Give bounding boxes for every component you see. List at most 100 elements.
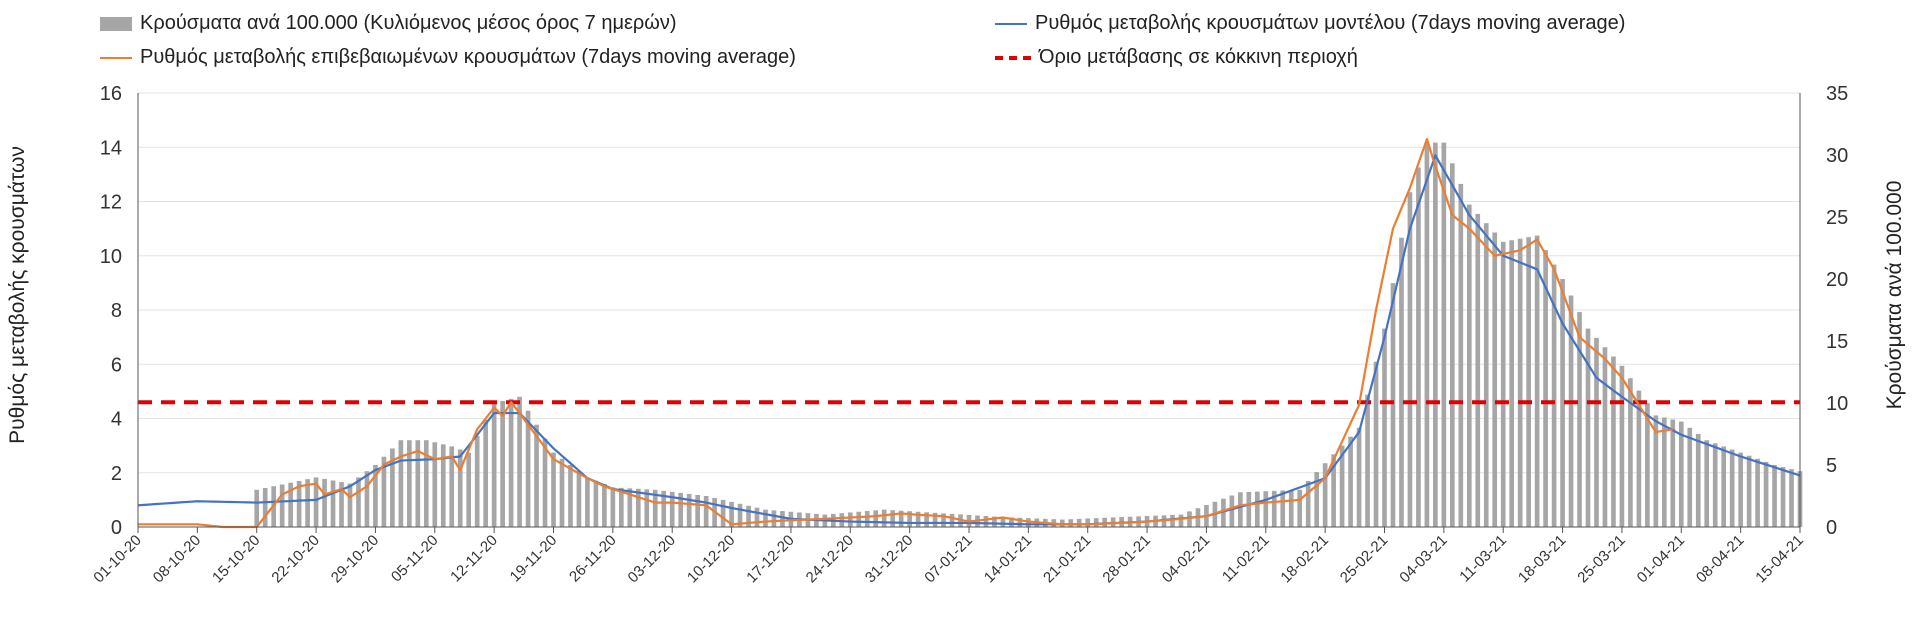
bar-day-170 (1577, 312, 1582, 527)
bar-day-137 (1297, 489, 1303, 527)
left-tick-label: 0 (111, 517, 122, 539)
bar-day-192 (1763, 461, 1769, 527)
x-tick-label: 04-03-21 (1396, 532, 1450, 586)
bar-day-183 (1687, 427, 1693, 527)
legend-item-observed-line: Ρυθμός μεταβολής επιβεβαιωμένων κρουσμάτ… (100, 46, 796, 69)
bar-day-22 (322, 478, 327, 527)
bar-day-87 (873, 510, 879, 527)
x-tick-label: 08-04-21 (1693, 532, 1747, 586)
bar-day-189 (1738, 452, 1743, 527)
x-tick-label: 01-10-20 (90, 532, 144, 586)
x-tick-label: 24-12-20 (803, 532, 857, 586)
bar-day-151 (1416, 167, 1421, 527)
bar-day-184 (1695, 434, 1701, 527)
bar-day-64 (678, 492, 684, 527)
bar-day-138 (1305, 480, 1311, 527)
bar-day-62 (661, 490, 667, 527)
bar-day-28 (373, 465, 378, 527)
bar-day-29 (381, 456, 387, 527)
bar-day-46 (525, 410, 531, 527)
x-tick-label: 29-10-20 (328, 532, 382, 586)
bar-day-84 (847, 512, 853, 527)
bar-day-146 (1373, 361, 1379, 527)
bar-day-171 (1585, 328, 1591, 527)
x-tick-label: 01-04-21 (1634, 532, 1688, 586)
bar-day-14 (254, 489, 260, 527)
bar-day-23 (330, 480, 336, 527)
bar-day-144 (1356, 427, 1362, 527)
bar-day-17 (279, 484, 285, 527)
x-tick-label: 25-03-21 (1574, 532, 1628, 586)
x-tick-label: 19-11-20 (507, 532, 561, 586)
legend-swatch-red-dash (995, 55, 1031, 60)
bar-day-124 (1187, 511, 1192, 527)
bar-day-63 (669, 491, 675, 527)
bar-day-190 (1746, 455, 1752, 527)
bar-day-52 (576, 471, 582, 527)
bar-day-129 (1229, 495, 1235, 527)
right-tick-label: 20 (1826, 269, 1848, 291)
bar-day-61 (652, 489, 658, 527)
legend-swatch-orange-line (100, 56, 132, 59)
bar-day-135 (1280, 490, 1286, 527)
left-tick-label: 6 (111, 354, 122, 376)
bar-day-60 (644, 489, 650, 527)
x-tick-label: 08-10-20 (150, 532, 204, 586)
observed-rate-line (138, 138, 1673, 529)
bar-day-21 (313, 477, 319, 527)
bar-day-139 (1314, 472, 1319, 527)
bar-day-150 (1407, 192, 1413, 527)
bar-day-133 (1263, 491, 1269, 527)
bar-day-131 (1246, 491, 1252, 527)
bar-day-141 (1331, 454, 1336, 527)
right-tick-label: 10 (1826, 393, 1848, 415)
bar-day-96 (949, 513, 955, 527)
right-axis-title: Κρούσματα ανά 100.000 (1883, 181, 1906, 410)
bar-day-92 (915, 511, 921, 527)
bar-day-145 (1365, 394, 1370, 527)
bar-day-154 (1441, 142, 1447, 527)
x-tick-label: 31-12-20 (862, 532, 916, 586)
bar-day-73 (754, 507, 760, 527)
bar-day-111 (1076, 518, 1082, 527)
bar-day-48 (542, 438, 548, 527)
bar-day-86 (864, 511, 870, 527)
bar-day-103 (1009, 517, 1014, 527)
bar-day-163 (1517, 238, 1523, 527)
legend-item-cases-bars: Κρούσματα ανά 100.000 (Κυλιόμενος μέσος … (100, 12, 677, 35)
axes: 0 2 4 6 8 10 12 14 16 0 5 10 15 20 25 30 35 01-10-20 08-10… (90, 83, 1848, 586)
x-tick-label: 14-01-21 (981, 532, 1035, 586)
left-tick-label: 14 (100, 137, 122, 159)
bar-day-172 (1594, 337, 1599, 527)
x-tick-label: 03-12-20 (625, 532, 679, 586)
legend-label-threshold: Όριο μετάβασης σε κόκκινη περιοχή (1039, 46, 1358, 68)
bar-day-65 (686, 493, 692, 527)
bar-day-66 (695, 494, 700, 527)
bar-day-173 (1602, 347, 1608, 527)
bar-day-167 (1551, 264, 1557, 527)
right-tick-label: 15 (1826, 331, 1848, 353)
bar-day-20 (305, 479, 310, 527)
bar-day-166 (1543, 250, 1548, 527)
right-tick-label: 35 (1826, 83, 1848, 105)
x-tick-label: 28-01-21 (1099, 532, 1153, 586)
bar-day-155 (1450, 163, 1455, 527)
bar-day-85 (856, 511, 862, 527)
bar-day-76 (780, 511, 785, 527)
model-rate-line (137, 154, 1801, 526)
bar-day-39 (466, 452, 472, 527)
legend-label-model: Ρυθμός μεταβολής κρουσμάτων μοντέλου (7d… (1035, 12, 1626, 34)
bar-day-161 (1500, 241, 1506, 528)
bar-day-57 (619, 487, 624, 527)
bar-day-26 (356, 477, 361, 527)
x-tick-label: 07-01-21 (921, 532, 975, 586)
bar-day-181 (1670, 419, 1676, 527)
right-tick-label: 5 (1826, 455, 1837, 477)
bar-day-47 (534, 424, 539, 527)
bar-day-176 (1628, 378, 1633, 527)
bar-day-134 (1271, 490, 1277, 527)
bar-day-194 (1780, 467, 1786, 527)
axis-labels: Ρυθμός μεταβολής κρουσμάτων Κρούσματα αν… (6, 146, 1906, 444)
bar-day-95 (941, 513, 946, 527)
bar-day-128 (1221, 498, 1226, 527)
